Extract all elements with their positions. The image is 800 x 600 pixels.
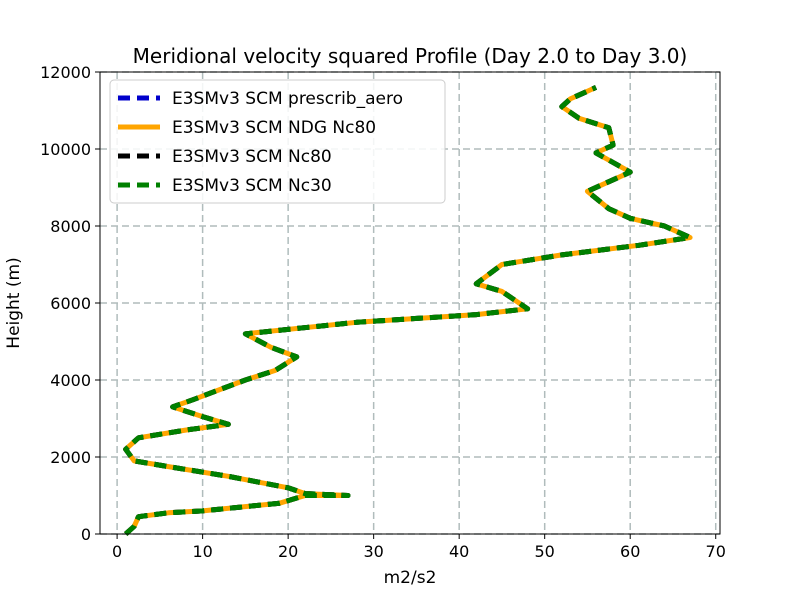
legend-label: E3SMv3 SCM NDG Nc80	[172, 118, 376, 138]
y-tick-label: 0	[81, 525, 91, 544]
series-line-4	[123, 85, 693, 536]
y-tick-label: 8000	[50, 217, 91, 236]
x-tick-label: 10	[192, 542, 212, 561]
y-tick-label: 6000	[50, 294, 91, 313]
chart-title: Meridional velocity squared Profile (Day…	[133, 44, 688, 68]
y-tick-label: 2000	[50, 448, 91, 467]
x-axis-label: m2/s2	[384, 568, 437, 588]
y-tick-label: 12000	[40, 63, 91, 82]
legend-label: E3SMv3 SCM Nc80	[172, 147, 332, 167]
x-tick-label: 30	[363, 542, 383, 561]
x-tick-label: 60	[620, 542, 640, 561]
x-tick-label: 0	[112, 542, 122, 561]
x-tick-label: 50	[535, 542, 555, 561]
legend: E3SMv3 SCM prescrib_aero E3SMv3 SCM NDG N…	[109, 79, 446, 204]
y-tick-label: 4000	[50, 371, 91, 390]
x-tick-label: 70	[706, 542, 726, 561]
legend-label: E3SMv3 SCM Nc30	[172, 176, 332, 196]
y-axis-label: Height (m)	[4, 257, 24, 348]
y-axis-ticks: 0 2000 4000 6000 8000 10000 12000	[40, 63, 100, 544]
plot-frame	[99, 71, 721, 535]
legend-label: E3SMv3 SCM prescrib_aero	[172, 89, 403, 109]
legend-box	[109, 79, 446, 204]
y-tick-label: 10000	[40, 140, 91, 159]
x-tick-label: 20	[278, 542, 298, 561]
series-lines	[123, 85, 693, 536]
x-tick-label: 40	[449, 542, 469, 561]
x-axis-ticks: 0 10 20 30 40 50 60 70	[112, 534, 726, 561]
